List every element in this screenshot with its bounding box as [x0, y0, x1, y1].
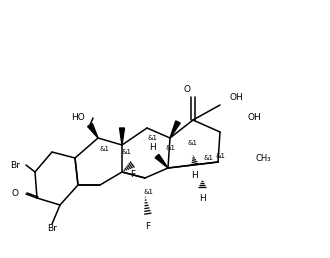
- Text: H: H: [199, 194, 205, 203]
- Text: &1: &1: [100, 146, 110, 152]
- Text: H: H: [192, 171, 198, 180]
- Text: OH: OH: [230, 93, 244, 102]
- Polygon shape: [155, 154, 168, 168]
- Polygon shape: [119, 128, 124, 145]
- Text: O: O: [11, 189, 18, 198]
- Polygon shape: [88, 124, 98, 138]
- Text: &1: &1: [187, 140, 197, 146]
- Text: &1: &1: [215, 153, 225, 159]
- Text: F: F: [130, 170, 136, 179]
- Text: &1: &1: [165, 145, 175, 151]
- Text: O: O: [184, 85, 191, 94]
- Text: CH₃: CH₃: [255, 154, 271, 163]
- Text: &1: &1: [143, 189, 153, 195]
- Text: OH: OH: [247, 114, 261, 123]
- Text: Br: Br: [10, 160, 20, 170]
- Text: &1: &1: [121, 149, 131, 155]
- Text: &1: &1: [203, 155, 213, 161]
- Polygon shape: [170, 121, 180, 138]
- Text: HO: HO: [71, 114, 85, 123]
- Text: F: F: [146, 222, 150, 231]
- Text: &1: &1: [147, 135, 157, 141]
- Text: H: H: [149, 143, 156, 152]
- Text: Br: Br: [47, 224, 57, 233]
